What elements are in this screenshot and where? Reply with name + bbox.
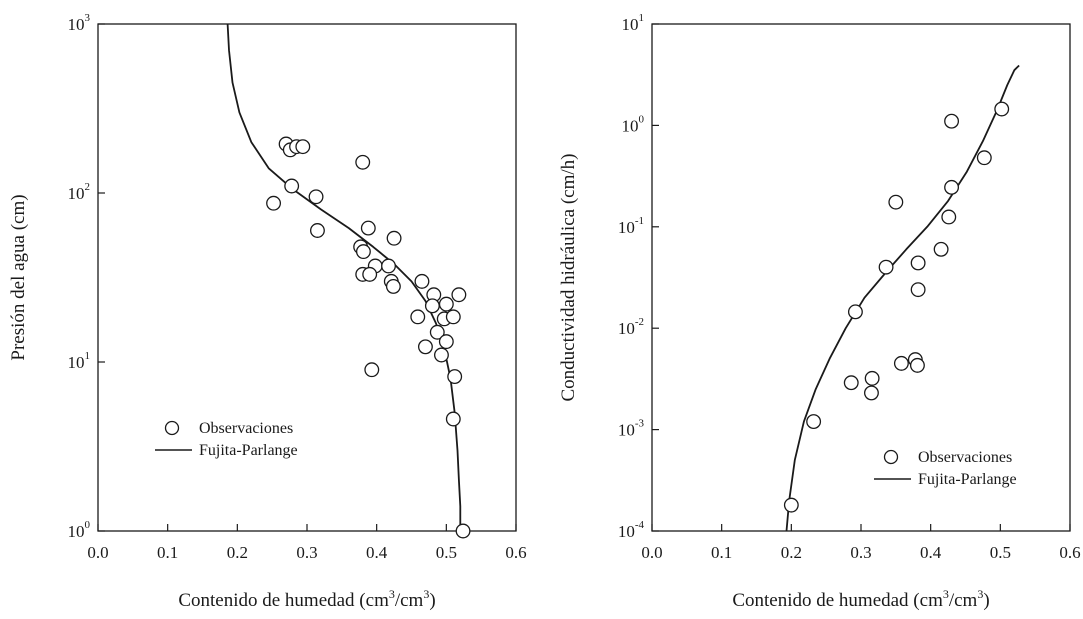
y-axis-label: Conductividad hidráulica (cm/h): [558, 154, 579, 402]
legend-label-observations: Observaciones: [918, 449, 1012, 466]
observation-point: [806, 414, 822, 430]
observation-point: [910, 255, 926, 271]
x-tick-label: 0.6: [1059, 543, 1080, 562]
observation-point: [455, 523, 471, 539]
x-axis-label: Contenido de humedad (cm3/cm3): [178, 587, 435, 611]
observation-point: [310, 223, 325, 238]
observation-point: [429, 324, 445, 340]
observation-point: [381, 258, 396, 274]
legend-label-observations: Observaciones: [199, 420, 293, 437]
legend: Observaciones Fujita-Parlange: [874, 449, 1017, 488]
y-tick-label: 10-4: [618, 519, 645, 541]
observation-point: [355, 244, 371, 260]
legend-marker-observations: [883, 449, 899, 465]
x-tick-label: 0.0: [87, 543, 108, 562]
y-tick-label: 100: [68, 519, 91, 541]
y-tick-label: 10-3: [618, 418, 645, 440]
y-tick-label: 10-2: [618, 316, 644, 338]
observation-point: [864, 385, 879, 401]
legend-label-fit: Fujita-Parlange: [199, 442, 298, 459]
observation-point: [994, 101, 1010, 117]
x-tick-label: 0.1: [157, 543, 178, 562]
x-tick-label: 0.4: [366, 543, 388, 562]
observation-point: [445, 411, 461, 427]
y-axis-label: Presión del agua (cm): [8, 194, 29, 360]
observation-point: [438, 334, 454, 350]
observation-point: [445, 309, 461, 325]
observation-point: [364, 362, 380, 378]
observation-point: [941, 209, 957, 225]
observation-point: [878, 259, 894, 275]
observation-point: [893, 355, 909, 371]
x-axis-label: Contenido de humedad (cm3/cm3): [732, 587, 989, 611]
legend: Observaciones Fujita-Parlange: [155, 420, 298, 459]
x-tick-label: 0.2: [781, 543, 802, 562]
x-tick-label: 0.2: [227, 543, 248, 562]
observation-point: [910, 282, 926, 298]
y-tick-label: 101: [68, 350, 91, 372]
x-tick-label: 0.4: [920, 543, 942, 562]
x-tick-label: 0.3: [296, 543, 317, 562]
observation-point: [266, 195, 282, 211]
y-tick-label: 10-1: [618, 215, 644, 237]
observation-point: [355, 154, 371, 170]
observation-point: [386, 230, 402, 246]
observation-point: [438, 296, 454, 312]
observation-point: [847, 304, 863, 320]
observation-point: [843, 375, 859, 391]
observation-point: [410, 309, 426, 325]
observation-point: [414, 273, 430, 289]
observation-point: [417, 339, 433, 355]
observation-point: [976, 150, 992, 166]
observation-point: [424, 298, 440, 314]
observation-point: [284, 178, 300, 194]
observation-point: [864, 370, 880, 386]
y-tick-label: 103: [68, 12, 91, 34]
x-tick-label: 0.0: [641, 543, 662, 562]
observation-point: [944, 179, 960, 195]
legend-label-fit: Fujita-Parlange: [918, 471, 1017, 488]
chart-panel-2: 0.0 0.1 0.2 0.3 0.4 0.5 0.6 10-4 10-3 10-2 10-1 100…: [558, 12, 1081, 611]
y-tick-label: 100: [622, 113, 645, 135]
observation-point: [308, 189, 324, 205]
observation-point: [888, 194, 904, 210]
x-tick-label: 0.6: [505, 543, 526, 562]
observation-point: [295, 139, 311, 155]
observation-point: [360, 220, 376, 236]
x-tick-label: 0.3: [850, 543, 871, 562]
x-tick-label: 0.5: [436, 543, 457, 562]
x-tick-label: 0.5: [990, 543, 1011, 562]
observation-point: [909, 357, 925, 373]
observation-point: [385, 278, 401, 294]
chart-panel-1: 0.0 0.1 0.2 0.3 0.4 0.5 0.6 100 101 102 103 Conteni…: [8, 12, 527, 611]
observation-point: [451, 287, 467, 303]
observation-point: [783, 497, 799, 513]
legend-marker-observations: [164, 420, 180, 436]
observation-point: [944, 113, 960, 129]
y-tick-label: 101: [622, 12, 645, 34]
observation-point: [434, 347, 449, 363]
observation-point: [447, 369, 463, 385]
x-tick-label: 0.1: [711, 543, 732, 562]
observation-point: [362, 266, 378, 282]
y-tick-label: 102: [68, 181, 91, 203]
observation-point: [933, 241, 949, 257]
